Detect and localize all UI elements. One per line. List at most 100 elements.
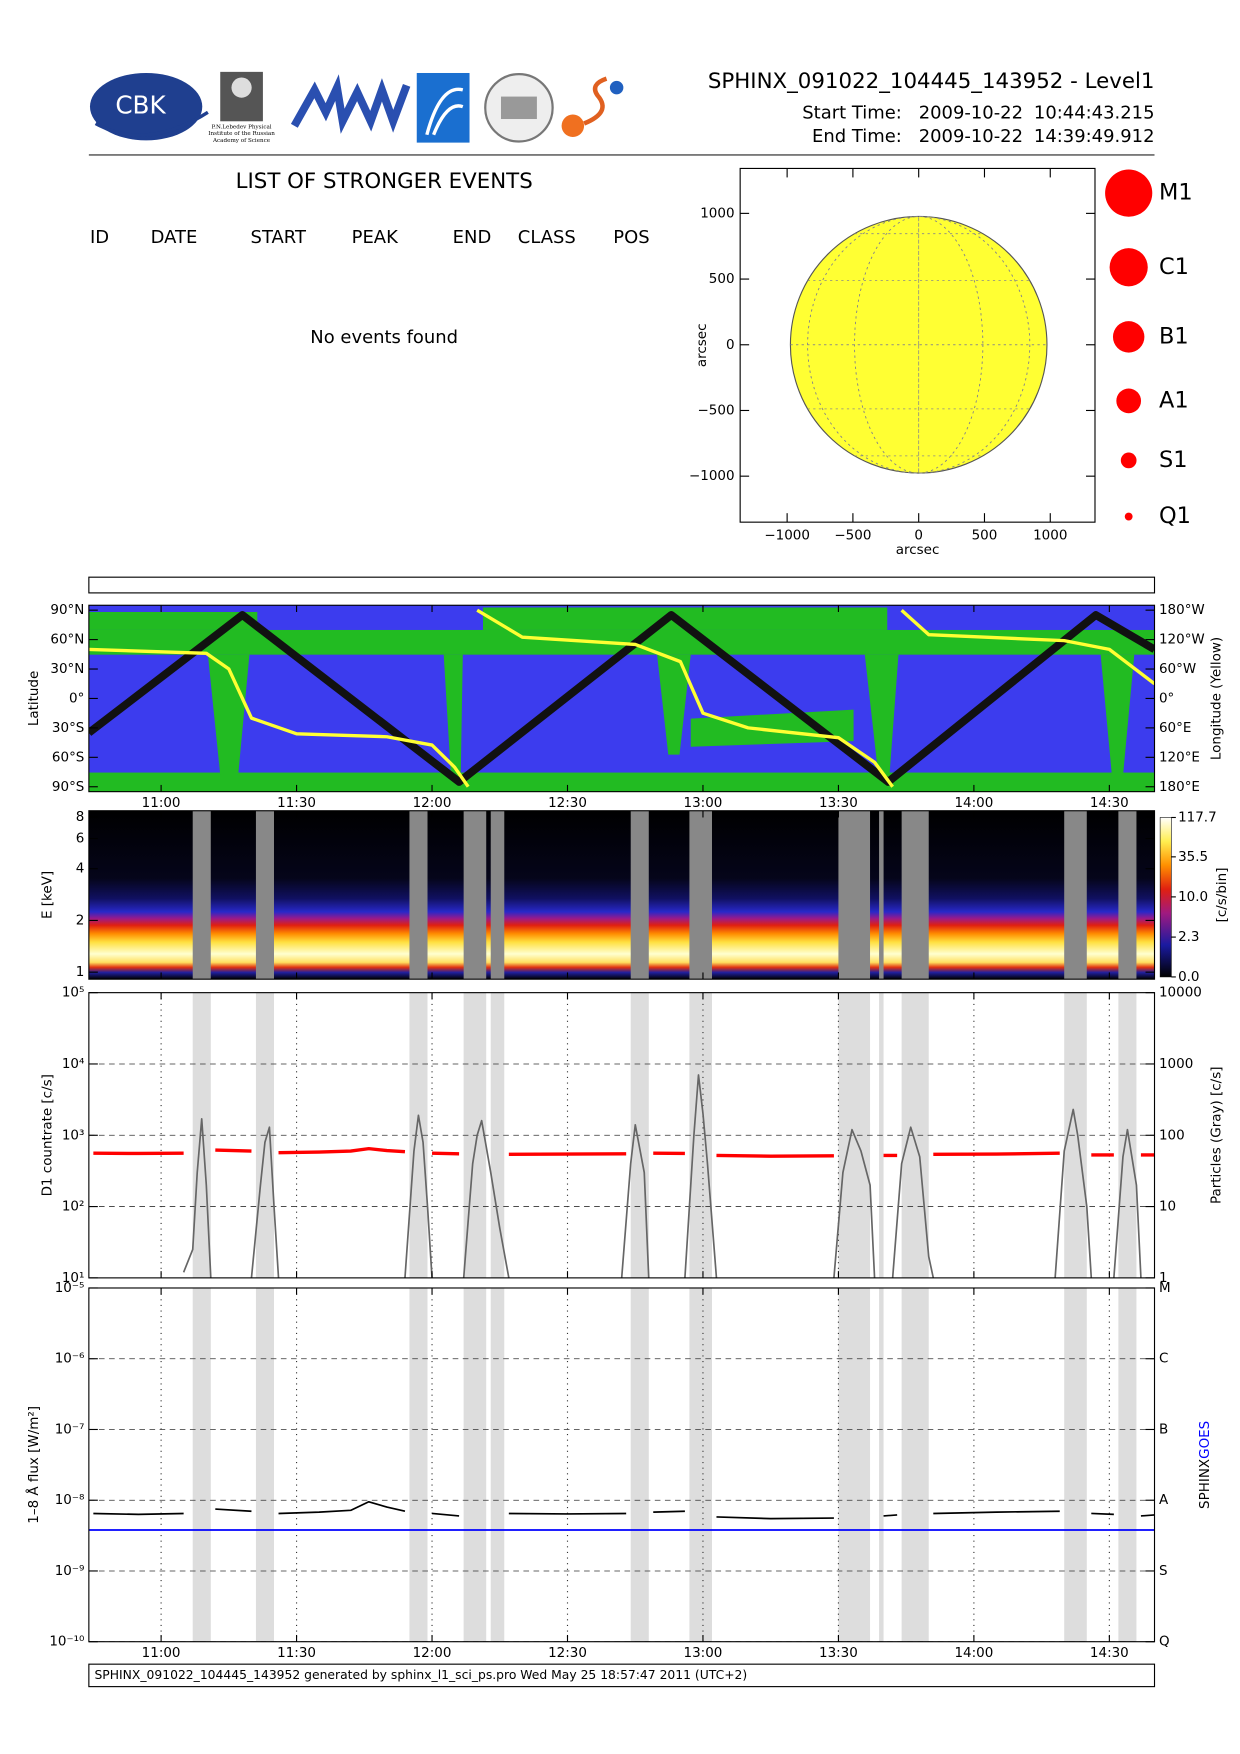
y-tick-label: 10⁻⁶ — [55, 1351, 85, 1367]
y-tick-label: 10¹ — [62, 1270, 85, 1286]
events-column: ID — [90, 227, 109, 248]
time-label: End Time: — [812, 126, 902, 147]
y-tick-label: 4 — [76, 861, 85, 877]
x-tick-label: 13:30 — [819, 795, 858, 811]
logos: CBK P.N.Lebedev Physical Institute of th… — [89, 71, 624, 144]
time-value: 14:39:49.912 — [1034, 126, 1155, 147]
data-gap — [901, 810, 929, 980]
sun-logo — [561, 114, 585, 137]
data-line — [88, 608, 1155, 788]
sun-logo-swirl — [583, 76, 608, 126]
plot-area — [88, 608, 1155, 788]
plot-frame — [88, 1287, 1156, 1643]
class-marker — [1112, 321, 1145, 353]
data-gap — [192, 1287, 211, 1642]
events-column: DATE — [151, 227, 198, 248]
plot-area — [192, 810, 1137, 980]
y2-tick-label: B — [1159, 1421, 1168, 1437]
y2-axis-label: Longitude (Yellow) — [1208, 637, 1224, 760]
y2-tick-label: A — [1159, 1492, 1169, 1508]
data-gap — [838, 810, 871, 980]
data-gap — [255, 1287, 274, 1642]
data-gap — [689, 1287, 712, 1642]
y-tick-label: 2 — [76, 912, 85, 928]
y-tick-label: 10² — [62, 1199, 85, 1215]
class-label: Q1 — [1159, 503, 1191, 529]
data-gap — [1118, 810, 1137, 980]
class-label: C1 — [1159, 254, 1189, 280]
x-tick-label: 11:30 — [277, 795, 316, 811]
data-gap — [409, 810, 428, 980]
y-tick-label: 500 — [709, 271, 735, 287]
x-tick-label: 500 — [972, 528, 998, 544]
y2-tick-label: 60°E — [1159, 720, 1191, 736]
y-tick-label: 8 — [76, 809, 85, 825]
y-axis-label: Latitude — [26, 671, 42, 726]
cbk-text: CBK — [115, 91, 166, 120]
y-tick-label: 10³ — [62, 1127, 85, 1143]
map-region — [443, 654, 463, 787]
y-tick-label: 10⁴ — [62, 1056, 85, 1072]
y-tick-label: 60°S — [52, 749, 84, 765]
y-axis-label: D1 countrate [c/s] — [39, 1074, 55, 1196]
events-column: END — [453, 227, 492, 248]
time-label: Start Time: — [802, 102, 902, 123]
events-title: LIST OF STRONGER EVENTS — [236, 169, 533, 194]
y-tick-label: 30°S — [52, 720, 84, 736]
data-gap — [490, 1287, 505, 1642]
x-tick-label: 11:00 — [142, 1645, 181, 1661]
map-region — [864, 654, 899, 775]
status-bar — [88, 576, 1156, 594]
y2-tick-label: 60°W — [1159, 661, 1196, 677]
seal-building — [500, 96, 537, 120]
x-tick-label: 11:00 — [142, 795, 181, 811]
x-tick-label: 0 — [914, 528, 923, 544]
y2-tick-label: 10 — [1159, 1199, 1176, 1215]
time-date: 2009-10-22 — [919, 102, 1023, 123]
y-tick-label: 10⁻¹⁰ — [49, 1634, 84, 1650]
class-marker — [1116, 388, 1142, 414]
y-axis-label: 1–8 Å flux [W/m²] — [25, 1406, 42, 1524]
y2-tick-label: 1 — [1159, 1270, 1168, 1286]
y2-tick-label: C — [1159, 1351, 1168, 1367]
map-region — [1100, 654, 1135, 775]
data-gap — [689, 810, 712, 980]
lebedev-caption: Institute of the Russian — [208, 131, 275, 137]
events-column: CLASS — [518, 227, 576, 248]
colorbar-tick-label: 117.7 — [1178, 809, 1217, 825]
events-message: No events found — [310, 327, 458, 348]
class-label: B1 — [1159, 323, 1189, 349]
colorbar-tick-label: 35.5 — [1178, 849, 1208, 865]
y2-tick-label: 180°E — [1159, 779, 1200, 795]
data-line — [88, 611, 1155, 786]
y-tick-label: 6 — [76, 830, 85, 846]
y2-tick-label: S — [1159, 1563, 1168, 1579]
y-tick-label: −1000 — [689, 468, 735, 484]
events-column: START — [251, 227, 307, 248]
y-tick-label: 10⁻⁷ — [55, 1421, 85, 1437]
y-tick-label: 0° — [69, 690, 84, 706]
portrait-face — [231, 77, 252, 98]
class-label: A1 — [1159, 387, 1189, 413]
y2-tick-label: 100 — [1159, 1127, 1185, 1143]
earth-logo — [609, 80, 624, 95]
x-axis-label: arcsec — [896, 542, 940, 558]
cbk-swoosh — [94, 110, 209, 137]
class-label: M1 — [1159, 180, 1193, 206]
map-region — [657, 654, 691, 755]
data-gap — [630, 1287, 649, 1642]
y-tick-label: 0 — [726, 337, 735, 353]
data-gap — [838, 1287, 871, 1642]
colorbar-tick-label: 10.0 — [1178, 889, 1208, 905]
y-tick-label: 90°S — [52, 779, 84, 795]
colorbar-tick-label: 2.3 — [1178, 929, 1199, 945]
y-tick-label: 1000 — [700, 205, 734, 221]
footer: SPHINX_091022_104445_143952 generated by… — [94, 1668, 747, 1682]
data-line — [182, 1074, 1142, 1278]
y2-tick-label: 10000 — [1159, 985, 1202, 1001]
legend: SPHINXGOES — [1197, 1421, 1213, 1509]
map-band — [483, 607, 888, 630]
lebedev-caption: Academy of Science — [212, 138, 271, 144]
data-gap — [409, 1287, 428, 1642]
